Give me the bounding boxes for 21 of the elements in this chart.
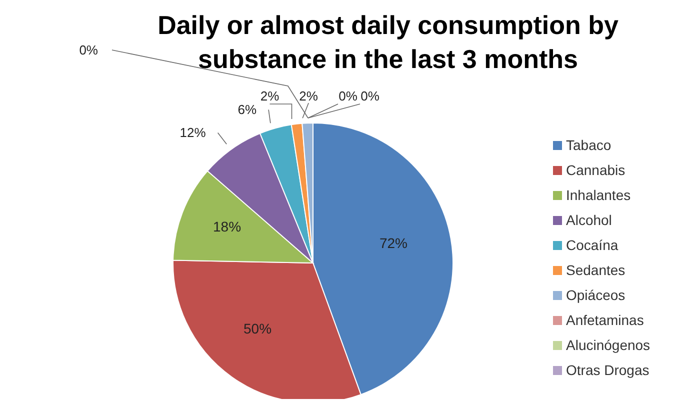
legend-label: Otras Drogas	[566, 362, 650, 378]
chart-title: Daily or almost daily consumption by substance in the last 3 months	[156, 9, 620, 76]
text: 0%	[79, 42, 98, 58]
legend-label: Tabaco	[566, 137, 612, 153]
legend-label: Cannabis	[566, 162, 626, 178]
legend-label: Opiáceos	[566, 287, 626, 303]
data-label: 2%	[299, 88, 318, 104]
data-label: 18%	[213, 218, 242, 235]
legend-label: Inhalantes	[566, 187, 631, 203]
data-label: 6%	[238, 102, 257, 118]
data-label: 2%	[260, 88, 280, 104]
legend-label: Alucinógenos	[566, 337, 650, 353]
legend-label: Cocaína	[566, 237, 618, 253]
data-label: 12%	[180, 125, 206, 140]
text: 0%	[338, 88, 358, 104]
legend-label: Sedantes	[566, 262, 626, 278]
data-label: 72%	[379, 234, 408, 251]
data-label: 50%	[244, 320, 272, 337]
legend-label: Alcohol	[566, 212, 612, 228]
text: 0%	[360, 88, 380, 104]
legend-label: Anfetaminas	[566, 312, 644, 328]
